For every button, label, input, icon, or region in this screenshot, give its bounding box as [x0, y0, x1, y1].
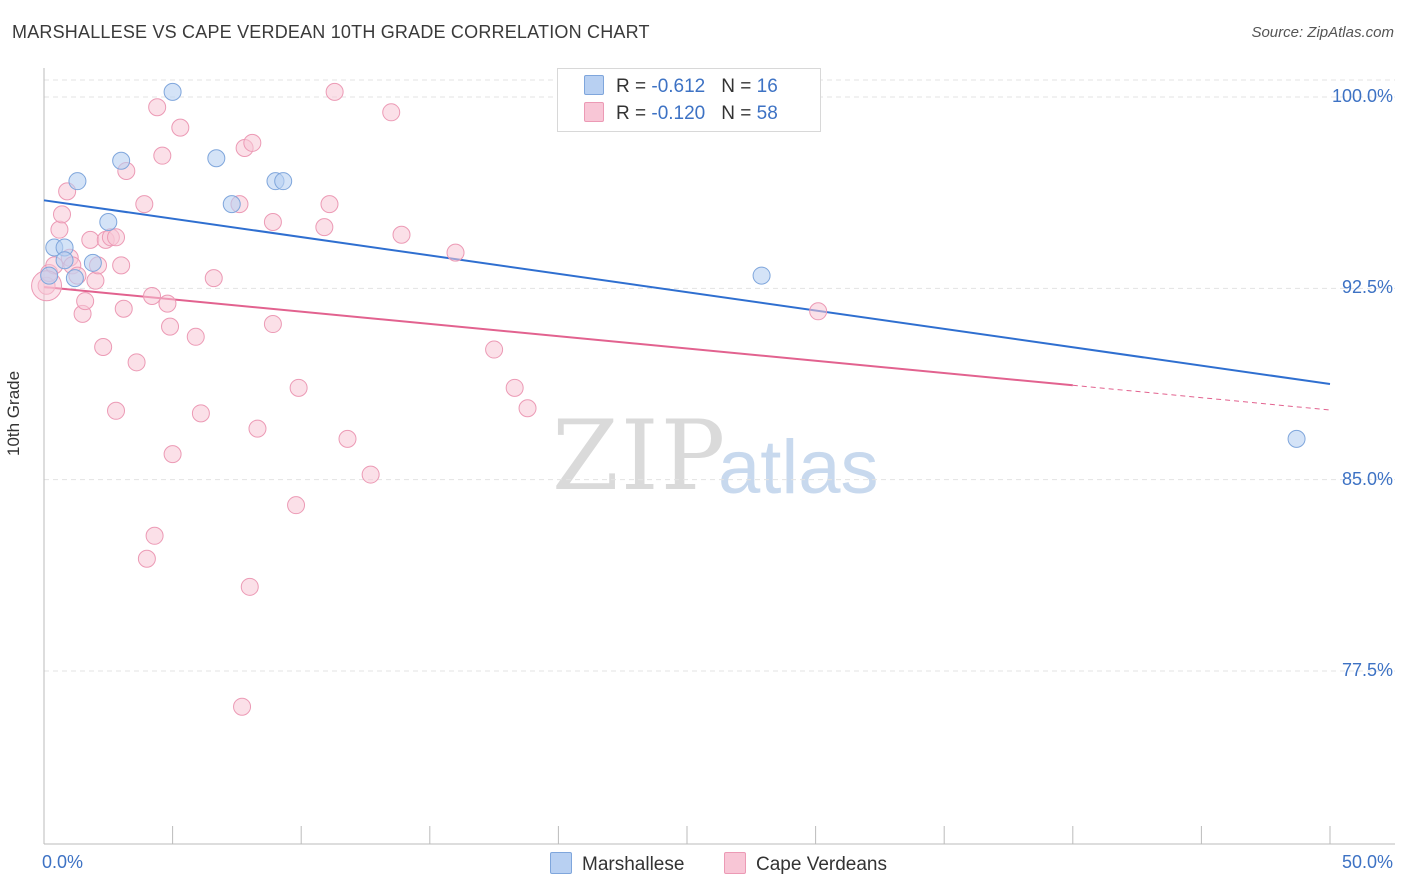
cape-verdeans-point	[248, 419, 267, 438]
marshallese-point	[207, 149, 226, 168]
axis-layer	[43, 68, 1395, 845]
cape-verdeans-point	[320, 195, 339, 214]
correlation-legend: R = -0.612 N = 16 R = -0.120 N = 58	[557, 68, 821, 132]
source-label: Source: ZipAtlas.com	[1251, 24, 1394, 41]
marshallese-point	[274, 172, 293, 191]
cape-verdeans-point	[382, 103, 401, 122]
legend-n-value: 58	[756, 103, 778, 124]
marshallese-point	[99, 213, 118, 232]
cape-verdeans-point	[233, 697, 252, 716]
x-tick-label: 50.0%	[1341, 852, 1393, 872]
cape-verdeans-point	[143, 286, 162, 305]
cape-verdeans-point	[171, 118, 190, 137]
bottom-legend-cape-verdeans[interactable]: Cape Verdeans	[724, 852, 887, 876]
marshallese-legend-swatch	[550, 852, 572, 874]
cape-verdeans-legend-label: Cape Verdeans	[756, 854, 887, 875]
legend-n-label: N =	[721, 103, 757, 124]
watermark-atlas: atlas	[718, 425, 879, 510]
cape-verdeans-point	[158, 294, 177, 313]
legend-n-value: 16	[756, 76, 778, 97]
marshallese-point	[40, 266, 59, 285]
trend-layer	[43, 199, 1331, 411]
cape-verdeans-point	[127, 353, 146, 372]
marshallese-point	[1287, 429, 1306, 448]
cape-verdeans-point	[263, 213, 282, 232]
cape-verdeans-point	[243, 133, 262, 152]
cape-verdeans-point	[338, 429, 357, 448]
legend-row-marshallese: R = -0.612 N = 16	[584, 75, 778, 98]
cape-verdeans-point	[153, 146, 172, 165]
cape-verdeans-point	[135, 195, 154, 214]
cape-verdeans-point	[446, 243, 465, 262]
cape-verdeans-point	[485, 340, 504, 359]
y-tick-label: 85.0%	[1341, 468, 1393, 489]
marshallese-point	[222, 195, 241, 214]
marshallese-point	[163, 82, 182, 101]
y-tick-label: 100.0%	[1331, 86, 1393, 106]
cape-verdeans-point	[204, 269, 223, 288]
points-layer	[31, 82, 1306, 716]
cape-verdeans-point	[392, 225, 411, 244]
cape-verdeans-swatch	[584, 102, 604, 122]
cape-verdeans-point	[191, 404, 210, 423]
cape-verdeans-point	[94, 338, 113, 357]
cape-verdeans-point	[114, 299, 133, 318]
cape-verdeans-point	[315, 218, 334, 237]
cape-verdeans-point	[81, 230, 100, 249]
cape-verdeans-point	[186, 327, 205, 346]
cape-verdeans-point	[240, 577, 259, 596]
legend-n-label: N =	[721, 76, 757, 97]
cape-verdeans-point	[505, 378, 524, 397]
cape-verdeans-point	[809, 302, 828, 321]
cape-verdeans-point	[107, 401, 126, 420]
cape-verdeans-point	[86, 271, 105, 290]
cape-verdeans-point	[112, 256, 131, 275]
legend-r-label: R =	[616, 76, 652, 97]
marshallese-point	[68, 172, 87, 191]
marshallese-point	[65, 269, 84, 288]
cape-verdeans-point	[289, 378, 308, 397]
cape-verdeans-trend-line	[43, 286, 1073, 387]
cape-verdeans-point	[53, 205, 72, 224]
cape-verdeans-point	[148, 98, 167, 117]
marshallese-point	[112, 151, 131, 170]
watermark-zip: ZIP	[552, 400, 728, 512]
x-tick-label: 0.0%	[42, 852, 84, 872]
marshallese-trend-line	[43, 199, 1331, 385]
y-axis-label: 10th Grade	[4, 370, 23, 456]
bottom-legend-marshallese[interactable]: Marshallese	[550, 852, 684, 876]
y-tick-label: 77.5%	[1341, 660, 1393, 680]
cape-verdeans-point	[263, 315, 282, 334]
marshallese-point	[55, 251, 74, 270]
cape-verdeans-point	[107, 228, 126, 247]
cape-verdeans-legend-swatch	[724, 852, 746, 874]
marshallese-point	[752, 266, 771, 285]
chart-title: MARSHALLESE VS CAPE VERDEAN 10TH GRADE C…	[12, 22, 650, 42]
legend-row-cape-verdeans: R = -0.120 N = 58	[584, 102, 778, 125]
cape-verdeans-point	[518, 399, 537, 418]
legend-r-value: -0.612	[651, 76, 706, 97]
cape-verdeans-point	[287, 496, 306, 515]
cape-verdeans-point	[145, 526, 164, 545]
cape-verdeans-point	[76, 292, 95, 311]
y-tick-label: 92.5%	[1341, 277, 1393, 298]
legend-r-label: R =	[616, 103, 652, 124]
marshallese-point	[83, 253, 102, 272]
cape-verdeans-trend-extension	[1072, 384, 1331, 411]
cape-verdeans-point	[137, 549, 156, 568]
cape-verdeans-point	[161, 317, 180, 336]
marshallese-swatch	[584, 75, 604, 95]
legend-r-value: -0.120	[651, 103, 706, 124]
cape-verdeans-point	[361, 465, 380, 484]
cape-verdeans-point	[325, 82, 344, 101]
marshallese-legend-label: Marshallese	[582, 854, 685, 875]
cape-verdeans-point	[50, 220, 69, 239]
cape-verdeans-point	[163, 445, 182, 464]
